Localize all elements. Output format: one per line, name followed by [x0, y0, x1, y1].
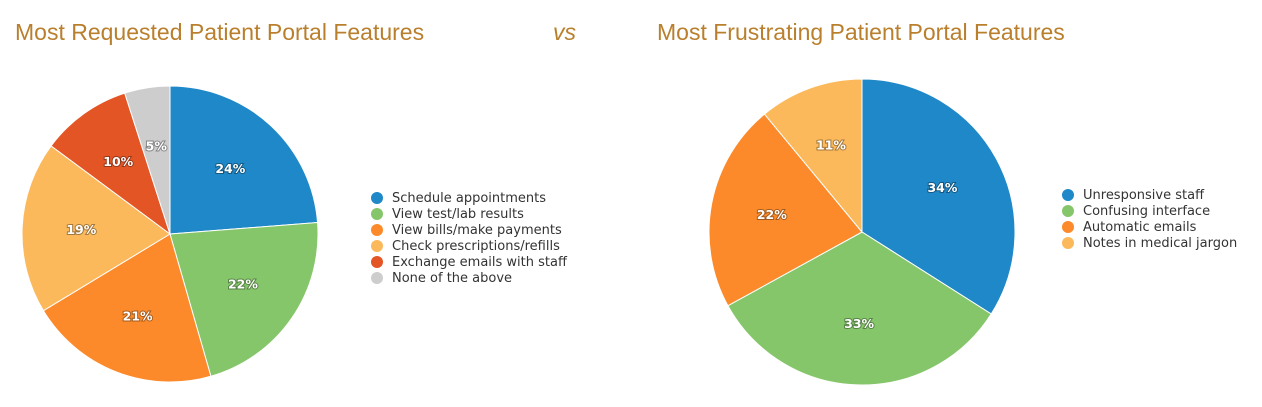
- pie-frustrating: 34% 33% 22% 11%: [708, 78, 1016, 386]
- slice-label: 33%: [844, 316, 874, 331]
- slice-label: 34%: [927, 180, 957, 195]
- legend-swatch: [1062, 237, 1074, 249]
- legend-swatch: [371, 256, 383, 268]
- legend-item[interactable]: Confusing interface: [1062, 203, 1237, 219]
- legend-label: Check prescriptions/refills: [392, 238, 560, 254]
- legend-item[interactable]: View bills/make payments: [371, 222, 567, 238]
- legend-label: Automatic emails: [1083, 219, 1197, 235]
- legend-swatch: [371, 192, 383, 204]
- pie-slice: [42, 233, 212, 383]
- pie-slice: [50, 92, 171, 236]
- legend-label: View bills/make payments: [392, 222, 562, 238]
- legend-label: Exchange emails with staff: [392, 254, 567, 270]
- legend-swatch: [1062, 221, 1074, 233]
- pie-slice: [727, 231, 992, 386]
- slice-label: 19%: [66, 222, 96, 237]
- legend-label: Notes in medical jargon: [1083, 235, 1238, 251]
- legend-swatch: [1062, 205, 1074, 217]
- legend-swatch: [1062, 189, 1074, 201]
- legend-label: Schedule appointments: [392, 190, 547, 206]
- legend-label: Confusing interface: [1083, 203, 1211, 219]
- legend-item[interactable]: View test/lab results: [371, 206, 567, 222]
- legend-requested: Schedule appointments View test/lab resul…: [371, 190, 567, 286]
- slice-label: 24%: [215, 161, 245, 176]
- pie-slice: [708, 113, 863, 307]
- legend-swatch: [371, 224, 383, 236]
- legend-item[interactable]: Exchange emails with staff: [371, 254, 567, 270]
- legend-item[interactable]: Notes in medical jargon: [1062, 235, 1237, 251]
- legend-item[interactable]: None of the above: [371, 270, 567, 286]
- slice-label: 22%: [228, 277, 258, 292]
- pie-slice: [169, 221, 319, 377]
- chart-title-frustrating: Most Frustrating Patient Portal Features: [657, 19, 1065, 45]
- slice-label: 10%: [103, 154, 133, 169]
- legend-label: View test/lab results: [392, 206, 524, 222]
- legend-frustrating: Unresponsive staff Confusing interface Aut…: [1062, 187, 1237, 251]
- pie-slice: [21, 145, 171, 312]
- legend-item[interactable]: Check prescriptions/refills: [371, 238, 567, 254]
- slice-label: 11%: [816, 138, 846, 153]
- legend-swatch: [371, 240, 383, 252]
- legend-swatch: [371, 272, 383, 284]
- slice-label: 21%: [123, 309, 153, 324]
- legend-label: Unresponsive staff: [1083, 187, 1205, 203]
- slice-label: 5%: [146, 138, 168, 153]
- pie-slice: [124, 85, 171, 235]
- pie-slice: [763, 78, 863, 234]
- legend-item[interactable]: Unresponsive staff: [1062, 187, 1237, 203]
- legend-swatch: [371, 208, 383, 220]
- legend-label: None of the above: [392, 270, 513, 286]
- chart-title-requested: Most Requested Patient Portal Features: [15, 19, 425, 45]
- pie-requested: 24% 22% 21% 19% 10% 5%: [21, 85, 319, 383]
- legend-item[interactable]: Automatic emails: [1062, 219, 1237, 235]
- pie-slice: [169, 85, 319, 235]
- pie-slice: [861, 78, 1016, 315]
- slice-label: 22%: [757, 207, 787, 222]
- vs-label: vs: [553, 19, 576, 45]
- legend-item[interactable]: Schedule appointments: [371, 190, 567, 206]
